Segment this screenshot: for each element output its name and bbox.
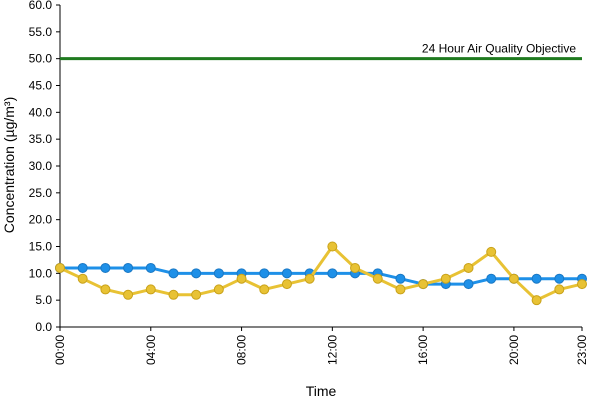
x-tick-label: 04:00 — [144, 335, 158, 365]
series-2-point — [531, 295, 542, 306]
series-2-point — [508, 273, 519, 284]
y-tick-label: 45.0 — [29, 79, 53, 93]
series-1-point — [395, 273, 406, 284]
series-2-point — [395, 284, 406, 295]
series-2-point — [145, 284, 156, 295]
series-1-point — [100, 262, 111, 273]
series-2-point — [486, 246, 497, 257]
series-1-point — [123, 262, 134, 273]
y-tick-label: 20.0 — [29, 213, 53, 227]
series-2-point — [168, 289, 179, 300]
series-2-point — [123, 289, 134, 300]
y-tick-label: 50.0 — [29, 52, 53, 66]
series-1-point — [531, 273, 542, 284]
y-tick-label: 5.0 — [35, 293, 52, 307]
series-2-point — [554, 284, 565, 295]
series-2-point — [55, 262, 65, 273]
series-1-point — [327, 268, 338, 279]
x-tick-label: 12:00 — [325, 335, 339, 365]
x-tick-label: 16:00 — [416, 335, 430, 365]
x-tick-label: 08:00 — [235, 335, 249, 365]
series-2-point — [577, 279, 587, 290]
y-tick-label: 55.0 — [29, 25, 53, 39]
series-2-point — [236, 273, 247, 284]
y-tick-label: 0.0 — [35, 320, 52, 334]
series-2-point — [463, 262, 474, 273]
series-2-point — [327, 241, 338, 252]
series-1-line — [60, 266, 582, 286]
series-1-point — [281, 268, 292, 279]
series-2-point — [281, 279, 292, 290]
series-2-point — [418, 279, 429, 290]
series-1-point — [486, 273, 497, 284]
y-tick-label: 25.0 — [29, 186, 53, 200]
series-2-point — [350, 262, 361, 273]
series-2-point — [213, 284, 224, 295]
series-1-point — [168, 268, 179, 279]
x-axis-title: Time — [306, 383, 337, 399]
series-1-point — [213, 268, 224, 279]
series-1-point — [77, 262, 88, 273]
series-2-point — [77, 273, 88, 284]
y-tick-label: 60.0 — [29, 0, 53, 12]
series-1-point — [145, 262, 156, 273]
x-tick-label: 20:00 — [507, 335, 521, 365]
series-1-point — [554, 273, 565, 284]
x-tick-label: 00:00 — [53, 335, 67, 365]
y-axis-title: Concentration (µg/m³) — [1, 97, 17, 233]
y-tick-label: 10.0 — [29, 266, 53, 280]
y-tick-label: 30.0 — [29, 159, 53, 173]
y-tick-label: 40.0 — [29, 105, 53, 119]
x-tick-label: 23:00 — [575, 335, 589, 365]
series-2-point — [440, 273, 451, 284]
y-tick-label: 35.0 — [29, 132, 53, 146]
series-1-point — [191, 268, 202, 279]
series-2-point — [259, 284, 270, 295]
y-tick-label: 15.0 — [29, 240, 53, 254]
plot-area: 0.0 5.0 10.0 15.0 20.0 25.0 30.0 35.0 40.0 45.0 50… — [29, 0, 589, 365]
series-2-point — [191, 289, 202, 300]
series-2-point — [372, 273, 383, 284]
series-2-point — [100, 284, 111, 295]
series-1-point — [259, 268, 270, 279]
reference-line-label: 24 Hour Air Quality Objective — [422, 42, 576, 56]
series-1-point — [463, 279, 474, 290]
series-2-point — [304, 273, 315, 284]
